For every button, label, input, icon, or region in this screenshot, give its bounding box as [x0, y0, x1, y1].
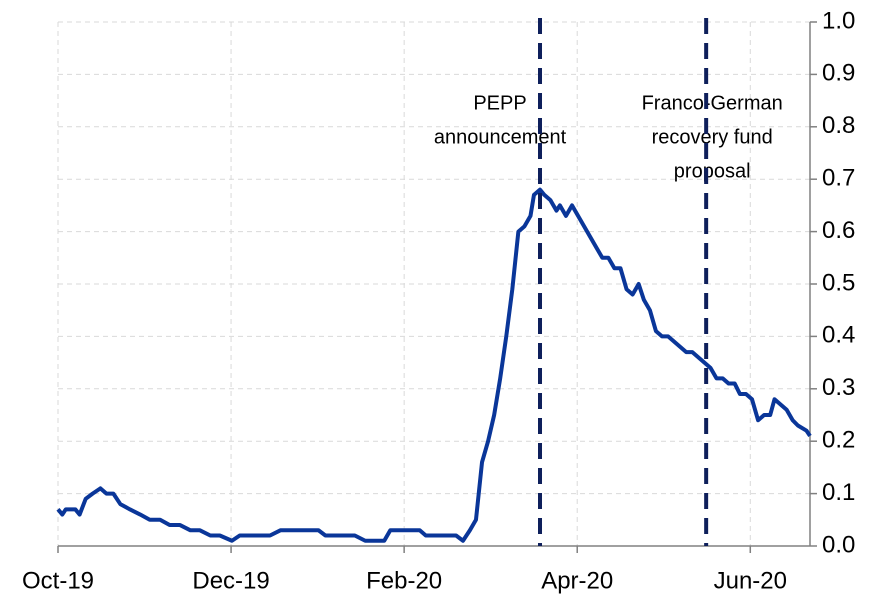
- y-tick-label: 0.7: [822, 165, 855, 192]
- y-tick-label: 0.8: [822, 112, 855, 139]
- y-tick-label: 0.3: [822, 374, 855, 401]
- y-tick-label: 0.4: [822, 322, 855, 349]
- annotation-text: PEPP: [473, 92, 526, 114]
- x-tick-label: Dec-19: [192, 567, 269, 594]
- x-tick-label: Oct-19: [22, 567, 94, 594]
- annotation-text: Franco-German: [642, 92, 783, 114]
- y-tick-label: 0.1: [822, 479, 855, 506]
- annotation-text: proposal: [674, 160, 751, 182]
- x-tick-label: Apr-20: [541, 567, 613, 594]
- x-tick-label: Feb-20: [366, 567, 442, 594]
- y-tick-label: 0.2: [822, 427, 855, 454]
- y-tick-label: 0.0: [822, 531, 855, 558]
- annotation-text: announcement: [434, 126, 567, 148]
- y-tick-label: 0.5: [822, 269, 855, 296]
- data-line: [56, 187, 812, 543]
- annotation-text: recovery fund: [652, 126, 773, 148]
- y-tick-label: 0.9: [822, 60, 855, 87]
- y-tick-label: 1.0: [822, 7, 855, 34]
- x-tick-label: Jun-20: [714, 567, 787, 594]
- y-tick-label: 0.6: [822, 217, 855, 244]
